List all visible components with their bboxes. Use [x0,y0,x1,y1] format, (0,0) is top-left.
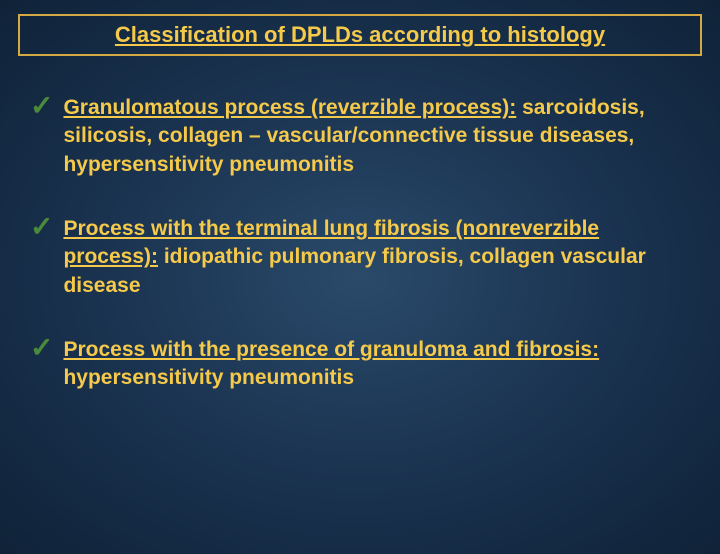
title-container: Classification of DPLDs according to his… [18,14,702,56]
item-body: Process with the presence of granuloma a… [63,336,690,393]
list-item: ✓ Process with the terminal lung fibrosi… [30,215,690,300]
item-text: hypersensitivity pneumonitis [63,366,354,389]
checkmark-icon: ✓ [30,213,53,241]
item-heading: Granulomatous process (reverzible proces… [63,96,516,119]
checkmark-icon: ✓ [30,92,53,120]
item-heading: Process with the presence of granuloma a… [63,338,599,361]
item-body: Process with the terminal lung fibrosis … [63,215,690,300]
content-area: ✓ Granulomatous process (reverzible proc… [0,56,720,393]
slide-title: Classification of DPLDs according to his… [115,22,605,47]
item-body: Granulomatous process (reverzible proces… [63,94,690,179]
list-item: ✓ Process with the presence of granuloma… [30,336,690,393]
list-item: ✓ Granulomatous process (reverzible proc… [30,94,690,179]
checkmark-icon: ✓ [30,334,53,362]
